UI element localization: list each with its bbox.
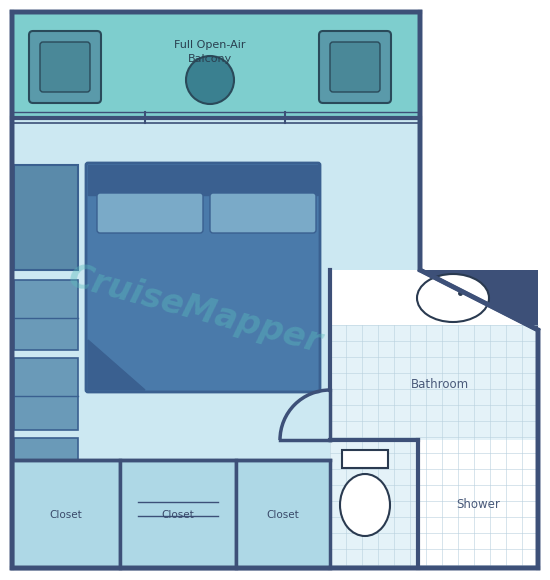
Polygon shape: [330, 270, 538, 568]
Ellipse shape: [417, 274, 489, 322]
FancyBboxPatch shape: [86, 163, 320, 392]
Bar: [236, 460, 330, 568]
Circle shape: [186, 56, 234, 104]
Text: Full Open-Air
Balcony: Full Open-Air Balcony: [174, 41, 246, 64]
FancyBboxPatch shape: [29, 31, 101, 103]
Text: Shower: Shower: [456, 498, 500, 512]
Bar: [14, 438, 78, 462]
Bar: [330, 270, 538, 325]
Text: Bathroom: Bathroom: [411, 379, 469, 392]
FancyBboxPatch shape: [97, 193, 203, 233]
Bar: [12, 12, 420, 118]
Bar: [418, 440, 538, 568]
FancyBboxPatch shape: [319, 31, 391, 103]
Bar: [14, 358, 78, 430]
Bar: [14, 280, 78, 350]
Text: Closet: Closet: [267, 510, 299, 520]
Bar: [12, 115, 420, 568]
Text: Closet: Closet: [50, 510, 82, 520]
Polygon shape: [88, 340, 145, 390]
Ellipse shape: [340, 474, 390, 536]
FancyBboxPatch shape: [40, 42, 90, 92]
Bar: [120, 460, 236, 568]
Text: Closet: Closet: [162, 510, 194, 520]
FancyBboxPatch shape: [330, 42, 380, 92]
FancyBboxPatch shape: [210, 193, 316, 233]
Bar: [14, 165, 78, 270]
Bar: [12, 460, 120, 568]
Text: CruiseMapper: CruiseMapper: [64, 260, 326, 360]
Bar: [342, 450, 388, 468]
Bar: [88, 165, 318, 195]
Polygon shape: [420, 270, 538, 330]
